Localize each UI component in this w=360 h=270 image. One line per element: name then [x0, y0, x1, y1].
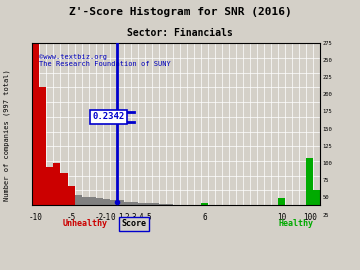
Text: -5: -5	[66, 213, 76, 222]
Text: 3: 3	[132, 213, 136, 222]
Text: 200: 200	[322, 92, 332, 97]
Bar	[89, 197, 96, 205]
Text: -1: -1	[102, 213, 111, 222]
Text: 10: 10	[277, 213, 287, 222]
Bar	[166, 204, 173, 205]
Bar	[159, 204, 166, 205]
Text: -2: -2	[95, 213, 104, 222]
Bar	[103, 199, 110, 205]
Text: 0: 0	[111, 213, 116, 222]
Bar	[131, 202, 138, 205]
Text: 50: 50	[322, 195, 329, 200]
Text: 250: 250	[322, 58, 332, 63]
Text: 150: 150	[322, 127, 332, 131]
Bar	[145, 203, 152, 205]
Text: Unhealthy: Unhealthy	[63, 219, 108, 228]
Bar	[306, 158, 313, 205]
Bar	[201, 203, 208, 205]
Text: 75: 75	[322, 178, 329, 183]
Bar	[25, 198, 32, 205]
Text: 175: 175	[322, 109, 332, 114]
Bar	[4, 203, 11, 205]
Text: 125: 125	[322, 144, 332, 149]
Bar	[60, 173, 68, 205]
Bar	[278, 198, 285, 205]
Bar	[46, 167, 54, 205]
Bar	[75, 195, 82, 205]
Text: Z'-Score Histogram for SNR (2016): Z'-Score Histogram for SNR (2016)	[69, 7, 291, 17]
Text: 4: 4	[139, 213, 144, 222]
Bar	[32, 43, 40, 205]
Bar	[68, 186, 75, 205]
Bar	[40, 87, 46, 205]
Text: 6: 6	[202, 213, 207, 222]
Text: 100: 100	[303, 213, 317, 222]
Text: 100: 100	[322, 161, 332, 166]
Text: The Research Foundation of SUNY: The Research Foundation of SUNY	[40, 61, 171, 67]
Text: Healthy: Healthy	[278, 219, 313, 228]
Text: Score: Score	[122, 219, 147, 228]
Text: 5: 5	[146, 213, 150, 222]
Bar	[96, 198, 103, 205]
Text: Number of companies (997 total): Number of companies (997 total)	[4, 69, 10, 201]
Bar	[18, 202, 25, 205]
Text: 0.2342: 0.2342	[92, 112, 124, 121]
Text: 25: 25	[322, 212, 329, 218]
Text: ©www.textbiz.org: ©www.textbiz.org	[40, 54, 107, 60]
Bar	[54, 163, 60, 205]
Text: 225: 225	[322, 75, 332, 80]
Text: 1: 1	[118, 213, 122, 222]
Text: 2: 2	[125, 213, 130, 222]
Bar	[11, 203, 18, 205]
Text: Sector: Financials: Sector: Financials	[127, 28, 233, 38]
Bar	[124, 202, 131, 205]
Bar	[0, 202, 4, 205]
Bar	[110, 200, 117, 205]
Bar	[152, 203, 159, 205]
Text: -10: -10	[29, 213, 43, 222]
Bar	[82, 197, 89, 205]
Bar	[138, 203, 145, 205]
Bar	[313, 190, 320, 205]
Text: 275: 275	[322, 41, 332, 46]
Bar	[117, 201, 124, 205]
